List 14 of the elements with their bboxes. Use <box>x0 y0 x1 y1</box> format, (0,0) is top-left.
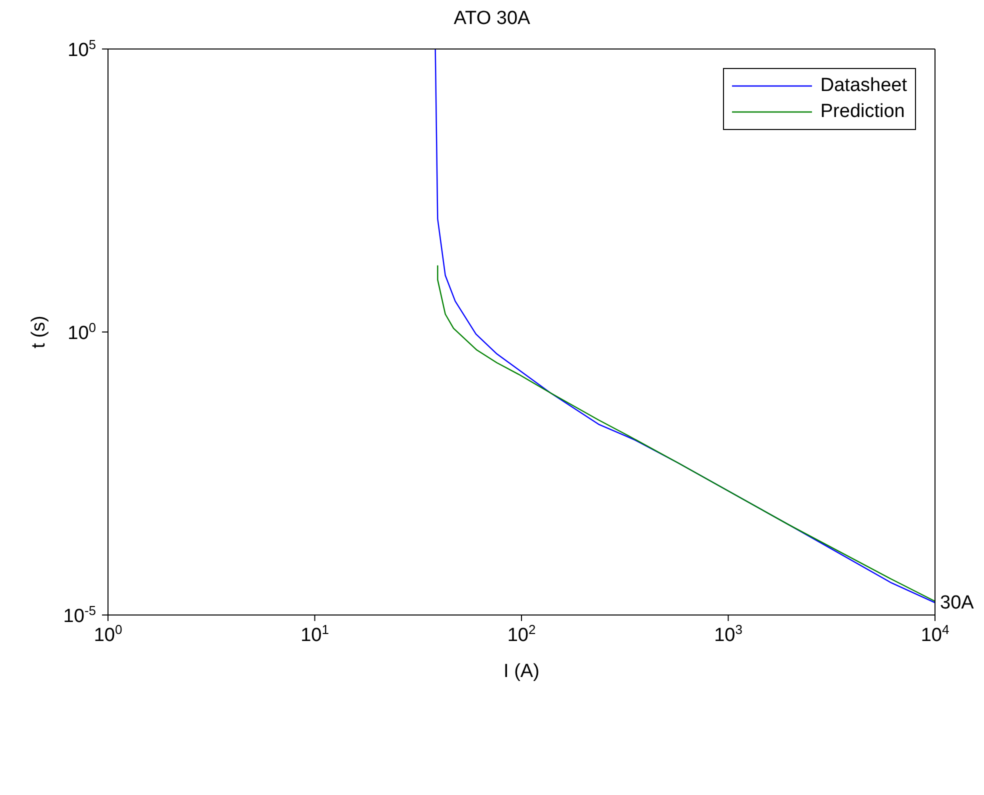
y-tick-label: 10$^{5}$ <box>68 36 96 61</box>
y-tick-label: 10$^{-5}$ <box>63 602 96 627</box>
y-tick-label: 10$^{0}$ <box>68 320 96 344</box>
x-tick-label: 10$^{3}$ <box>714 622 742 646</box>
legend-label: Prediction <box>820 100 905 124</box>
chart-title: ATO 30A <box>452 8 532 30</box>
x-tick-label: 10$^{4}$ <box>920 622 950 646</box>
x-tick-label: 10$^{1}$ <box>300 622 329 646</box>
x-tick-label: 10$^{0}$ <box>94 622 122 646</box>
x-axis-title: I (A) <box>504 661 540 682</box>
y-axis-title: t (s) <box>28 316 50 348</box>
legend-label: Datasheet <box>820 74 907 98</box>
annotation: 30A <box>940 592 974 614</box>
x-tick-label: 10$^{2}$ <box>507 622 536 646</box>
